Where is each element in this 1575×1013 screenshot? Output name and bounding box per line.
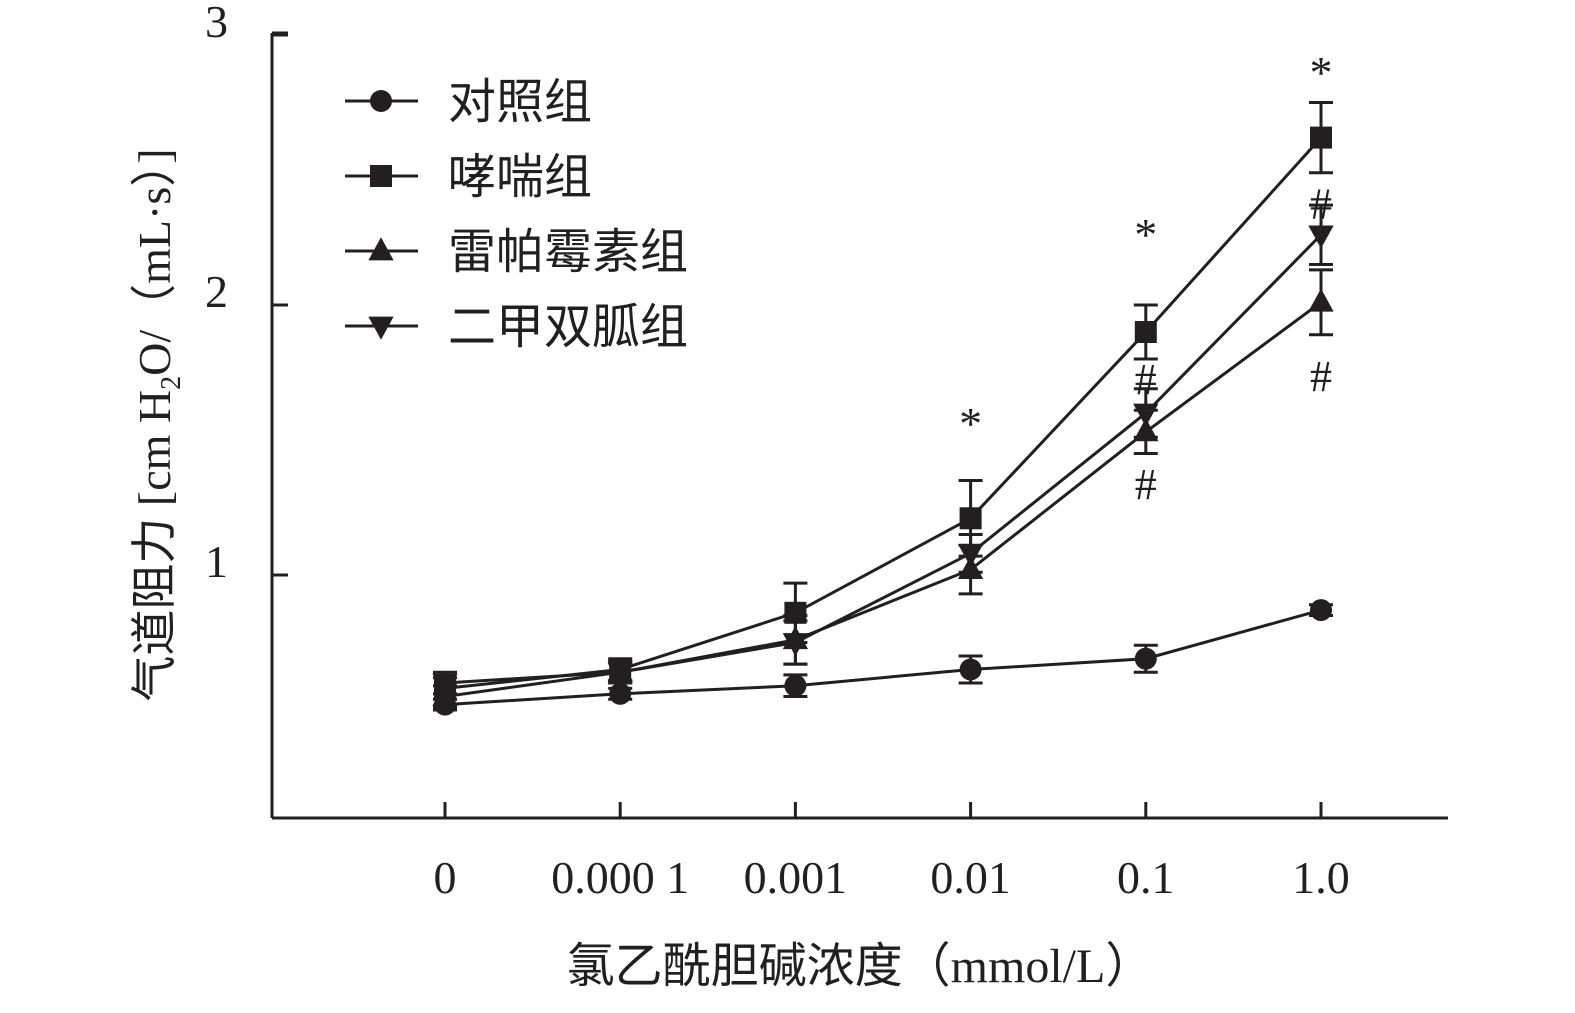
legend-item: 对照组 (345, 76, 592, 129)
marker-circle (784, 674, 807, 697)
x-tick-label: 0.000 1 (551, 852, 689, 903)
x-tick-label: 0.1 (1117, 852, 1175, 903)
significance-hash: # (1310, 352, 1332, 401)
legend-label: 对照组 (448, 76, 592, 129)
marker-triangle-up (368, 237, 394, 261)
significance-hash: # (1310, 179, 1332, 228)
marker-square (1310, 126, 1332, 149)
marker-circle (609, 682, 632, 705)
x-tick-label: 0 (434, 852, 457, 903)
series-1 (433, 599, 1333, 716)
marker-triangle-up (1308, 288, 1334, 312)
marker-triangle-down (368, 316, 394, 340)
y-axis-label-rest: O/（mL·s）] (129, 148, 180, 375)
marker-circle (1134, 647, 1157, 670)
series-layer (432, 101, 1334, 716)
series-line (444, 301, 1322, 698)
marker-triangle-down (782, 633, 809, 657)
x-tick-label: 1.0 (1292, 852, 1350, 903)
axes-layer (270, 33, 1448, 820)
marker-triangle-down (432, 673, 458, 697)
marker-triangle-down (957, 544, 984, 568)
legend-label: 哮喘组 (448, 151, 592, 204)
marker-triangle-down (607, 662, 633, 686)
ticks-layer: 1 2 3 0 0.000 1 0.001 0.01 0.1 1.0 (205, 0, 1350, 903)
series-line (444, 233, 1323, 685)
x-axis-label: 氯乙酰胆碱浓度（mmol/L） (567, 940, 1154, 993)
x-tick-label: 0.001 (744, 852, 848, 903)
significance-star: * (1134, 209, 1157, 260)
series-line (444, 608, 1322, 707)
significance-star: * (1310, 47, 1333, 98)
significance-hash: # (1135, 355, 1157, 404)
marker-square (370, 165, 392, 187)
significance-hash: # (1135, 460, 1157, 509)
y-tick-label: 2 (205, 266, 228, 317)
y-axis-label: 气道阻力 [cm H2O/（mL·s）] (129, 148, 187, 701)
y-axis-label-subscript: 2 (156, 376, 187, 390)
marker-square (1134, 321, 1157, 343)
y-tick-label: 3 (205, 0, 228, 47)
y-axis-label-main: 气道阻力 [cm H (129, 390, 180, 702)
marker-circle (370, 90, 392, 112)
marker-circle (959, 658, 982, 681)
marker-circle (1310, 599, 1332, 622)
legend-label: 雷帕霉素组 (448, 226, 688, 279)
marker-square (959, 507, 982, 530)
series-4 (432, 203, 1334, 697)
legend-label: 二甲双胍组 (448, 301, 688, 354)
marker-square (784, 601, 807, 624)
legend-item: 雷帕霉素组 (345, 226, 688, 279)
marker-triangle-down (1308, 225, 1334, 249)
legend-item: 哮喘组 (345, 151, 592, 204)
annotation-layer: * * * # # # # (959, 47, 1332, 509)
marker-triangle-down (1133, 403, 1159, 427)
legend-item: 二甲双胍组 (345, 301, 688, 354)
y-tick-label: 1 (205, 536, 228, 587)
x-tick-label: 0.01 (930, 852, 1011, 903)
significance-star: * (959, 398, 982, 449)
